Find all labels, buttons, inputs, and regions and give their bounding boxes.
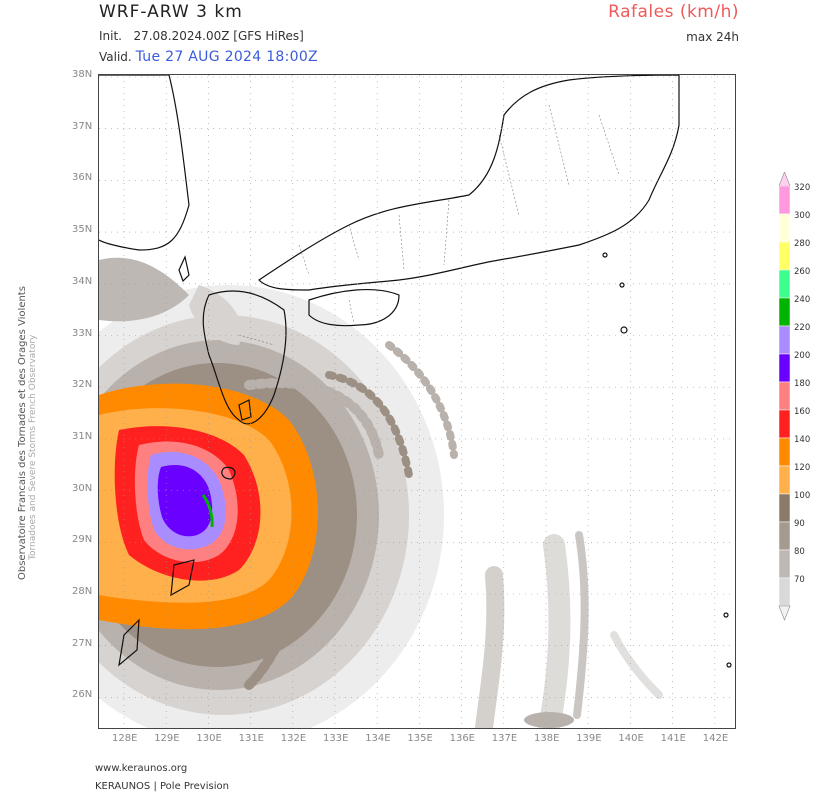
colorbar-tick-label: 70 — [794, 575, 805, 585]
colorbar-tick-label: 280 — [794, 239, 810, 249]
longitude-tick-label: 130E — [196, 733, 222, 744]
gust-patch-korea — [99, 257, 189, 322]
latitude-tick-label: 29N — [72, 534, 93, 546]
latitude-tick-label: 33N — [72, 327, 93, 339]
longitude-tick-label: 137E — [491, 733, 518, 744]
max-period-label: max 24h — [686, 30, 739, 44]
latitude-tick-label: 37N — [72, 120, 93, 132]
colorbar-tick-label: 140 — [794, 435, 810, 445]
footer-url[interactable]: www.keraunos.org — [95, 763, 188, 774]
colorbar-tick-label: 180 — [794, 379, 810, 389]
prefecture-borders — [238, 104, 620, 346]
side-credit-line2: Tornadoes and Severe Storms French Obser… — [28, 334, 38, 561]
longitude-tick-label: 129E — [154, 733, 180, 744]
footer-organization: KERAUNOS | Pole Prevision — [95, 781, 229, 792]
longitude-tick-label: 131E — [238, 733, 264, 744]
colorbar-segment — [778, 465, 791, 495]
latitude-tick-label: 28N — [72, 586, 93, 597]
latitude-tick-label: 38N — [72, 69, 93, 80]
colorbar-tick-label: 120 — [794, 463, 810, 473]
side-credit-line1: Observatoire Francais des Tornades et de… — [18, 286, 28, 580]
colorbar-tick-label: 220 — [794, 323, 810, 333]
colorbar-segment — [778, 213, 791, 243]
colorbar-tick-label: 260 — [794, 267, 810, 277]
colorbar-segment — [778, 353, 791, 383]
colorbar-segment — [778, 493, 791, 523]
colorbar-segment — [778, 381, 791, 411]
colorbar-segment — [778, 437, 791, 467]
colorbar-segment — [778, 241, 791, 271]
colorbar-segment — [778, 325, 791, 355]
colorbar-tick-label: 80 — [794, 547, 805, 557]
longitude-tick-label: 128E — [112, 733, 138, 744]
colorbar-segment — [778, 185, 791, 215]
map-canvas — [99, 75, 735, 728]
colorbar-segment — [778, 577, 791, 607]
gust-field-core — [99, 383, 318, 630]
longitude-tick-label: 133E — [323, 733, 349, 744]
valid-label: Valid. — [99, 50, 132, 64]
latitude-tick-label: 35N — [72, 224, 93, 236]
distant-streaks — [475, 531, 663, 728]
side-credit: Observatoire Francais des Tornades et de… — [18, 286, 38, 580]
init-label: Init. — [99, 29, 122, 43]
spiral-bands — [244, 341, 458, 690]
colorbar-segment — [778, 549, 791, 579]
colorbar-tick-label: 300 — [794, 211, 810, 221]
valid-date: Tue 27 AUG 2024 18:00Z — [135, 49, 318, 65]
colorbar-tick-label: 240 — [794, 295, 810, 305]
latitude-tick-label: 31N — [72, 430, 93, 442]
longitude-tick-label: 142E — [702, 733, 729, 744]
lat-lon-grid — [99, 75, 735, 728]
valid-line: Valid. Tue 27 AUG 2024 18:00Z — [99, 49, 318, 65]
longitude-tick-label: 136E — [449, 733, 475, 744]
latitude-tick-label: 32N — [72, 379, 93, 391]
colorbar-segment — [778, 521, 791, 551]
latitude-tick-label: 36N — [72, 172, 93, 184]
parameter-title: Rafales (km/h) — [608, 2, 739, 22]
colorbar-bottom-arrow — [778, 605, 791, 621]
longitude-tick-label: 134E — [365, 733, 391, 744]
gust-patch-strait — [189, 285, 242, 345]
colorbar-tick-label: 90 — [794, 519, 805, 529]
latitude-tick-label: 30N — [72, 482, 93, 494]
latitude-tick-label: 26N — [72, 689, 93, 701]
longitude-tick-label: 138E — [534, 733, 560, 744]
init-line: Init. 27.08.2024.00Z [GFS HiRes] — [99, 29, 304, 43]
init-value: 27.08.2024.00Z [GFS HiRes] — [133, 29, 304, 43]
latitude-tick-label: 27N — [72, 637, 93, 649]
model-title: WRF-ARW 3 km — [99, 2, 243, 22]
latitude-tick-label: 34N — [72, 275, 93, 287]
forecast-map — [98, 74, 736, 729]
colorbar-segment — [778, 409, 791, 439]
longitude-tick-label: 135E — [407, 733, 433, 744]
colorbar-tick-label: 160 — [794, 407, 810, 417]
colorbar-top-arrow — [778, 172, 791, 187]
longitude-tick-label: 139E — [576, 733, 602, 744]
colorbar-tick-label: 320 — [794, 183, 810, 193]
gust-colorbar: 320 300 280 260 240 220 200 180 160 140 120 100 90 80… — [778, 172, 810, 621]
longitude-tick-label: 141E — [660, 733, 686, 744]
coastlines — [99, 75, 732, 668]
colorbar-tick-label: 200 — [794, 351, 810, 361]
colorbar-tick-label: 100 — [794, 491, 810, 501]
longitude-tick-label: 132E — [280, 733, 307, 744]
colorbar-segment — [778, 297, 791, 327]
longitude-tick-label: 140E — [618, 733, 644, 744]
colorbar-segment — [778, 269, 791, 299]
